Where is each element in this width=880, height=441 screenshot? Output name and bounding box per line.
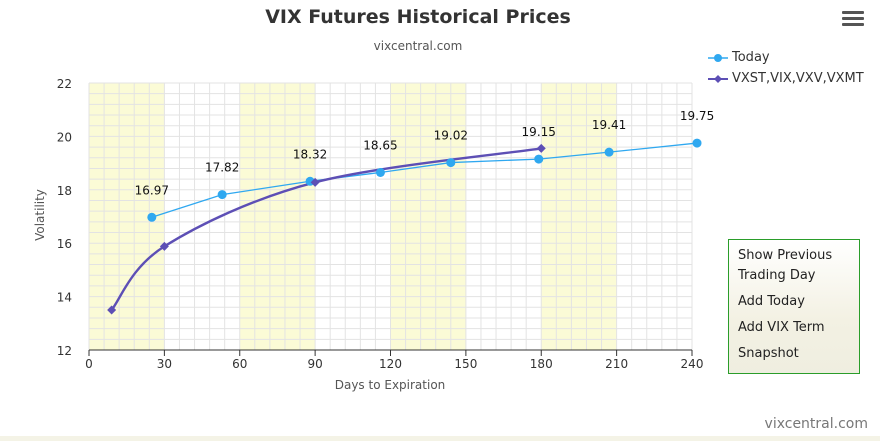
data-label-today: 19.75 [680, 109, 714, 123]
legend-label-term: VXST,VIX,VXV,VXMT [732, 71, 864, 86]
y-tick-label: 18 [57, 184, 72, 198]
data-label-today: 19.41 [592, 118, 626, 132]
x-tick-label: 0 [85, 357, 93, 371]
shaded-band [239, 83, 316, 350]
y-tick-label: 12 [57, 344, 72, 358]
y-tick-label: 16 [57, 237, 72, 251]
data-point-today[interactable] [534, 154, 544, 164]
y-tick-label: 14 [57, 291, 72, 305]
x-tick-label: 180 [530, 357, 553, 371]
data-label-today: 16.97 [135, 183, 169, 197]
x-tick-label: 150 [454, 357, 477, 371]
footer-credit[interactable]: vixcentral.com [764, 416, 868, 432]
shaded-band [390, 83, 466, 350]
show-previous-trading-day-button[interactable]: Show Previous Trading Day [738, 248, 833, 283]
y-axis-label: Volatility [33, 189, 47, 241]
add-vix-term-button[interactable]: Add VIX Term [738, 320, 825, 335]
data-label-today: 17.82 [205, 161, 239, 175]
x-axis-label: Days to Expiration [335, 378, 446, 392]
data-point-today[interactable] [692, 138, 702, 148]
bottom-strip [0, 436, 880, 441]
data-label-today: 19.15 [522, 125, 556, 139]
legend-term-marker-icon [708, 74, 728, 83]
y-tick-label: 22 [57, 77, 72, 91]
x-tick-label: 210 [605, 357, 628, 371]
chart-title: VIX Futures Historical Prices [265, 6, 571, 28]
data-label-today: 18.32 [293, 147, 327, 161]
data-point-term[interactable] [310, 177, 320, 187]
shaded-band [541, 83, 617, 350]
legend-item-term[interactable]: VXST,VIX,VXV,VXMT [708, 71, 864, 86]
snapshot-button[interactable]: Snapshot [738, 346, 799, 361]
x-tick-label: 120 [379, 357, 402, 371]
x-tick-label: 90 [307, 357, 322, 371]
data-label-today: 19.02 [434, 129, 468, 143]
y-tick-label: 20 [57, 130, 72, 144]
data-point-today[interactable] [446, 158, 456, 168]
side-panel: Show Previous Trading Day Add Today Add … [728, 239, 860, 374]
legend-label-today: Today [732, 50, 770, 65]
x-tick-label: 30 [157, 357, 172, 371]
legend-today-marker-icon [708, 53, 728, 62]
data-point-term[interactable] [159, 241, 169, 251]
x-tick-label: 60 [232, 357, 247, 371]
data-point-today[interactable] [375, 167, 385, 177]
data-point-term[interactable] [536, 143, 546, 153]
data-label-today: 18.65 [363, 138, 397, 152]
hamburger-menu-icon[interactable] [842, 8, 864, 28]
x-tick-label: 240 [681, 357, 704, 371]
series-line-today [151, 142, 698, 218]
series-line-term [110, 147, 542, 311]
chart-subtitle[interactable]: vixcentral.com [373, 39, 463, 53]
legend-item-today[interactable]: Today [708, 50, 770, 65]
data-point-today[interactable] [217, 190, 227, 200]
add-today-button[interactable]: Add Today [738, 294, 805, 309]
data-point-today[interactable] [147, 212, 157, 222]
data-point-today[interactable] [604, 147, 614, 157]
data-point-term[interactable] [107, 305, 117, 315]
